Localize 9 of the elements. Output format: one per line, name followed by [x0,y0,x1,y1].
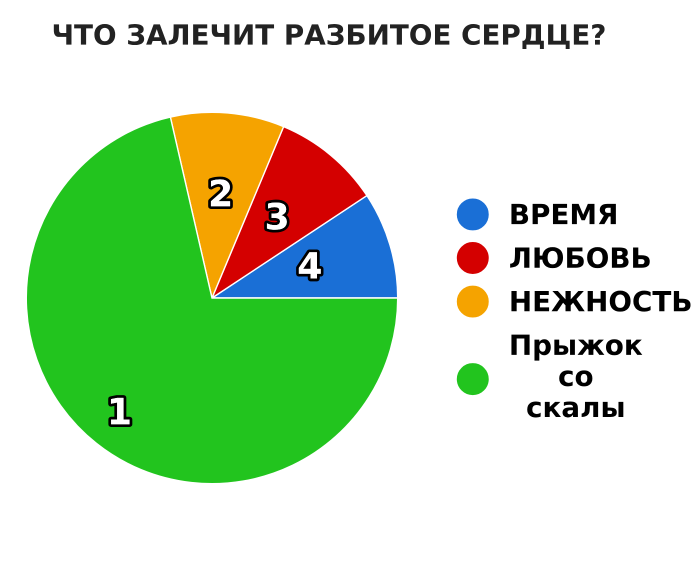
chart-title: ЧТО ЗАЛЕЧИТ РАЗБИТОЕ СЕРДЦЕ? [54,24,605,50]
legend-label: НЕЖНОСТЬ [511,290,691,312]
legend-label: Прыжок со скалы [511,334,642,418]
text: 4 [298,252,321,279]
text: 3 [266,202,287,230]
text: 1 [110,398,130,424]
legend-label: ЛЮБОВЬ [510,247,650,268]
legend-label: ВРЕМЯ [511,204,616,224]
text: 2 [210,179,230,206]
